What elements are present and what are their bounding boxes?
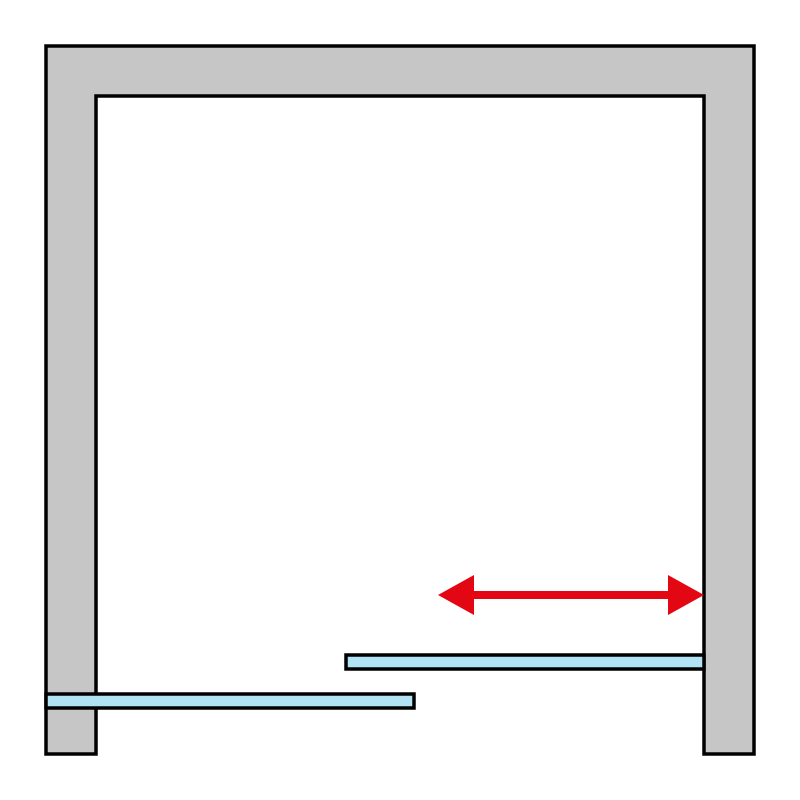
- fixed-panel: [46, 694, 414, 708]
- sliding-panel: [346, 655, 704, 669]
- sliding-door-diagram: [0, 0, 800, 800]
